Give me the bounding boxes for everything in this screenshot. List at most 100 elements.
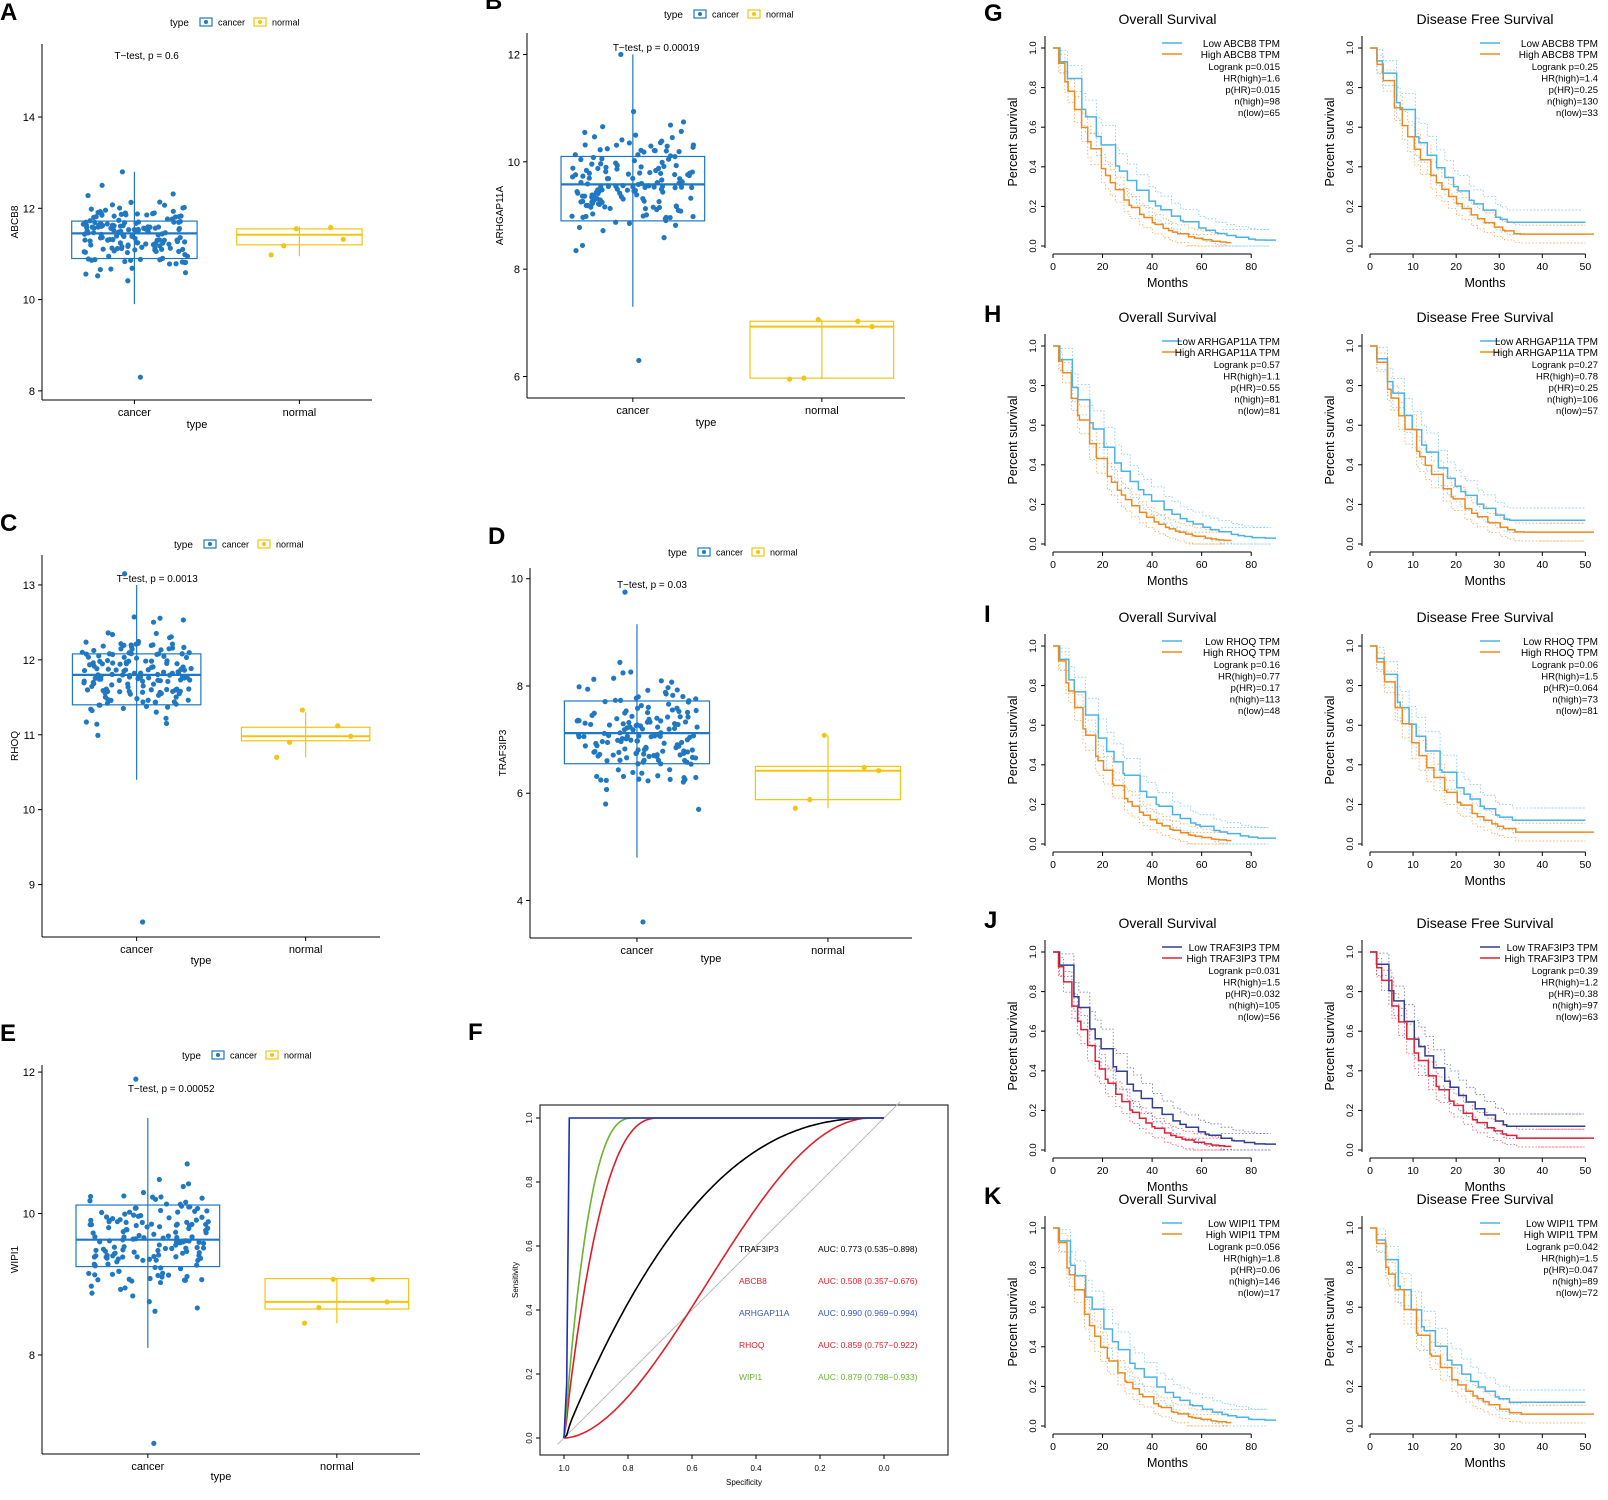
cancer-point (140, 1189, 147, 1196)
cancer-point (617, 757, 623, 763)
km-ci-band (1053, 951, 1225, 1151)
cancer-point (104, 700, 111, 706)
cancer-point (617, 730, 623, 736)
cancer-point (640, 759, 646, 765)
km-ci-band (1053, 345, 1271, 528)
x-tick-label: cancer (616, 405, 649, 417)
cancer-point (658, 170, 664, 177)
legend-label-low: Low TRAF3IP3 TPM (1189, 943, 1280, 954)
cancer-point (639, 726, 646, 732)
legend-label-low: Low WIPI1 TPM (1526, 1219, 1598, 1230)
cancer-point (679, 739, 685, 746)
cancer-point (647, 719, 653, 725)
cancer-box (71, 220, 198, 260)
cancer-point (657, 733, 663, 739)
cancer-point (182, 239, 188, 245)
cancer-point (173, 1242, 179, 1248)
cancer-point (118, 646, 124, 652)
cancer-point (588, 721, 594, 728)
y-tick-label: 0.4 (1345, 1064, 1356, 1077)
y-tick-label: 1.0 (1345, 639, 1356, 652)
km-curve-low (1053, 951, 1276, 1145)
cancer-point (87, 1198, 93, 1204)
cancer-point (605, 183, 611, 189)
cancer-point (89, 707, 95, 714)
cancer-point (665, 714, 671, 720)
y-tick-label: 0.4 (1028, 1064, 1039, 1077)
cancer-point (203, 1227, 209, 1233)
km-curve-low (1053, 1227, 1276, 1421)
cancer-point (152, 1196, 159, 1202)
km-stat: n(low)=72 (1556, 1288, 1598, 1299)
cancer-point (199, 1195, 205, 1201)
cancer-point (197, 1255, 204, 1261)
cancer-point (676, 743, 682, 749)
cancer-point (128, 651, 134, 657)
cancer-point (199, 1214, 205, 1220)
y-axis-title: RHOQ (10, 731, 21, 761)
cancer-point (187, 677, 193, 683)
x-tick-label: 10 (1407, 1441, 1419, 1453)
cancer-point (110, 660, 116, 666)
km-stat: n(low)=48 (1238, 706, 1280, 717)
cancer-point (182, 259, 189, 265)
cancer-point (661, 163, 667, 170)
cancer-point (151, 210, 157, 216)
cancer-point (634, 738, 640, 744)
y-tick-label: 0.8 (1345, 679, 1356, 692)
cancer-point (148, 642, 154, 649)
cancer-point (131, 670, 137, 676)
km-title: Overall Survival (1118, 915, 1216, 931)
cancer-point (131, 1212, 137, 1218)
cancer-point (85, 192, 91, 199)
cancer-point (625, 171, 631, 177)
cancer-point (87, 218, 93, 224)
cancer-point (617, 659, 623, 666)
cancer-point (676, 148, 682, 155)
km-stat: HR(high)=0.78 (1536, 372, 1598, 383)
y-tick-label: 0.6 (1028, 419, 1039, 432)
km-ci-band (1370, 47, 1586, 226)
cancer-point (186, 1238, 192, 1244)
cancer-point (637, 170, 643, 176)
cancer-point (685, 699, 692, 705)
cancer-point (173, 261, 179, 267)
roc-series-name: WIPI1 (739, 1372, 762, 1382)
cancer-point (99, 211, 105, 217)
km-stat: HR(high)=1.5 (1541, 1254, 1598, 1265)
km-stat: p(HR)=0.17 (1231, 683, 1280, 694)
plot-frame (539, 1104, 949, 1456)
y-tick-label: 10 (508, 157, 520, 169)
normal-point (316, 1304, 322, 1311)
cancer-point (575, 717, 581, 723)
cancer-point (156, 1224, 163, 1230)
km-ci-band (1053, 951, 1225, 1139)
boxplot-panel-B: B 6 8 10 12 cancer normal type ARHGAP11A type canc… (485, 0, 905, 429)
km-title: Overall Survival (1118, 609, 1216, 625)
cancer-point (582, 129, 588, 135)
cancer-point (116, 205, 123, 211)
cancer-point (155, 1272, 161, 1279)
cancer-point (87, 1193, 94, 1200)
x-axis-title: Specificity (726, 1478, 762, 1487)
roc-auc-label: AUC: 0.859 (0.757−0.922) (818, 1340, 918, 1350)
cancer-point (614, 162, 620, 168)
legend-dot-cancer (216, 1053, 220, 1057)
cancer-point (109, 245, 115, 251)
cancer-point (660, 748, 666, 754)
legend-label: normal (766, 10, 794, 20)
cancer-point (117, 661, 123, 667)
cancer-point (165, 678, 171, 685)
cancer-point (97, 702, 103, 708)
cancer-point (693, 707, 699, 714)
y-tick-label: 0.2 (1028, 200, 1039, 213)
km-stat: p(HR)=0.015 (1225, 85, 1280, 96)
cancer-point (200, 1240, 207, 1246)
roc-series-name: ABCB8 (739, 1276, 767, 1286)
cancer-point (110, 237, 116, 243)
y-axis-title: ARHGAP11A (495, 186, 506, 246)
km-curve-high (1370, 1227, 1594, 1415)
cancer-point (129, 1278, 135, 1284)
cancer-point (181, 675, 187, 681)
cancer-point (181, 644, 187, 650)
